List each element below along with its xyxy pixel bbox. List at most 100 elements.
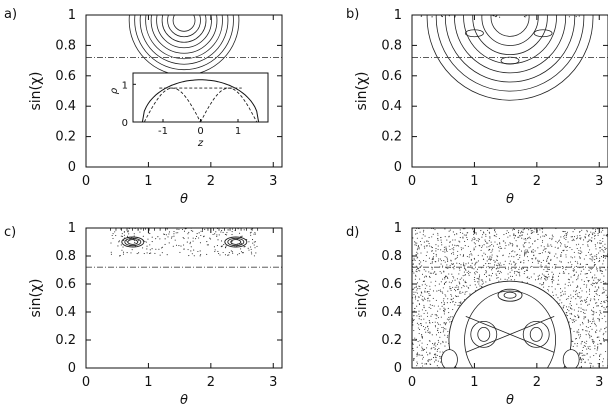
chaotic-point	[413, 329, 415, 332]
chaotic-point	[435, 250, 437, 252]
y-tick-label: 0.6	[55, 69, 76, 84]
panel-label: a)	[4, 7, 17, 22]
chaotic-point	[590, 231, 592, 233]
chaotic-point	[547, 256, 549, 258]
chaotic-point	[416, 292, 418, 294]
chaotic-point	[418, 303, 421, 306]
chaotic-point	[514, 235, 516, 237]
chaotic-point	[476, 286, 478, 288]
chaotic-point	[569, 10, 570, 11]
chaotic-point	[435, 4, 436, 5]
chaotic-point	[447, 298, 449, 300]
chaotic-point	[592, 228, 594, 230]
chaotic-point	[571, 264, 573, 266]
chaotic-point	[602, 250, 604, 252]
chaotic-point	[540, 261, 542, 264]
chaotic-point	[199, 255, 201, 257]
chaotic-point	[575, 337, 578, 340]
chaotic-point	[574, 8, 575, 9]
chaotic-point	[435, 280, 437, 282]
chaotic-point	[601, 292, 603, 294]
plot-area	[412, 228, 608, 368]
chaotic-point	[563, 236, 565, 238]
chaotic-point	[251, 239, 254, 241]
chaotic-point	[565, 254, 567, 256]
chaotic-point	[594, 230, 597, 233]
chaotic-point	[127, 231, 129, 233]
trajectory-curve	[167, 15, 201, 38]
chaotic-point	[438, 289, 440, 291]
chaotic-point	[582, 323, 584, 325]
chaotic-point	[461, 277, 463, 279]
chaotic-point	[523, 259, 525, 261]
chaotic-point	[598, 286, 600, 288]
chaotic-point	[120, 235, 122, 237]
chaotic-point	[559, 260, 561, 262]
chaotic-point	[491, 243, 493, 246]
chaotic-point	[555, 294, 557, 296]
chaotic-point	[190, 246, 192, 248]
chaotic-point	[480, 230, 482, 232]
chaotic-point	[534, 228, 536, 230]
chaotic-point	[523, 273, 525, 275]
chaotic-point	[426, 291, 428, 293]
chaotic-point	[602, 358, 605, 360]
chaotic-point	[475, 233, 477, 235]
chaotic-point	[442, 341, 444, 344]
chaotic-point	[509, 235, 511, 237]
chaotic-point	[421, 309, 423, 311]
chaotic-point	[572, 268, 574, 270]
chaotic-point	[448, 281, 450, 283]
chaotic-point	[420, 7, 421, 8]
chaotic-point	[253, 255, 255, 257]
chaotic-point	[464, 245, 466, 247]
chaotic-point	[233, 246, 235, 248]
x-tick-label: 2	[207, 375, 215, 390]
chaotic-point	[578, 256, 580, 258]
chaotic-point	[572, 320, 574, 322]
chaotic-point	[571, 308, 573, 310]
chaotic-point	[453, 268, 455, 270]
chaotic-point	[556, 257, 558, 259]
chaotic-point	[531, 251, 533, 253]
chaotic-point	[452, 239, 454, 241]
chaotic-point	[569, 313, 571, 315]
chaotic-point	[418, 4, 419, 5]
chaotic-point	[464, 274, 466, 276]
chaotic-point	[444, 345, 446, 347]
chaotic-point	[418, 267, 420, 269]
chaotic-point	[168, 233, 170, 235]
chaotic-point	[556, 242, 558, 244]
chaotic-point	[170, 237, 173, 239]
chaotic-point	[581, 340, 583, 343]
chaotic-point	[535, 258, 537, 260]
chaotic-point	[581, 279, 583, 281]
chaotic-point	[590, 335, 593, 337]
chaotic-point	[586, 296, 588, 298]
chaotic-point	[433, 344, 435, 346]
chaotic-point	[454, 8, 455, 9]
chaotic-point	[513, 272, 516, 274]
chaotic-point	[186, 241, 188, 243]
chaotic-point	[192, 237, 194, 239]
chaotic-point	[437, 360, 439, 362]
chaotic-point	[543, 274, 545, 276]
chaotic-point	[149, 244, 151, 246]
chaotic-point	[232, 252, 234, 254]
chaotic-point	[418, 324, 420, 326]
chaotic-point	[502, 240, 504, 242]
chaotic-point	[547, 278, 549, 280]
trajectory-curve	[435, 15, 585, 92]
chaotic-point	[237, 243, 239, 245]
chaotic-point	[579, 356, 581, 358]
chaotic-point	[560, 255, 562, 257]
chaotic-point	[586, 301, 588, 303]
chaotic-point	[588, 320, 590, 322]
chaotic-point	[529, 8, 530, 9]
chaotic-point	[600, 242, 602, 244]
chaotic-point	[432, 321, 434, 324]
chaotic-point	[177, 232, 179, 234]
chaotic-point	[513, 261, 515, 263]
chaotic-point	[566, 231, 568, 233]
chaotic-point	[577, 276, 579, 278]
